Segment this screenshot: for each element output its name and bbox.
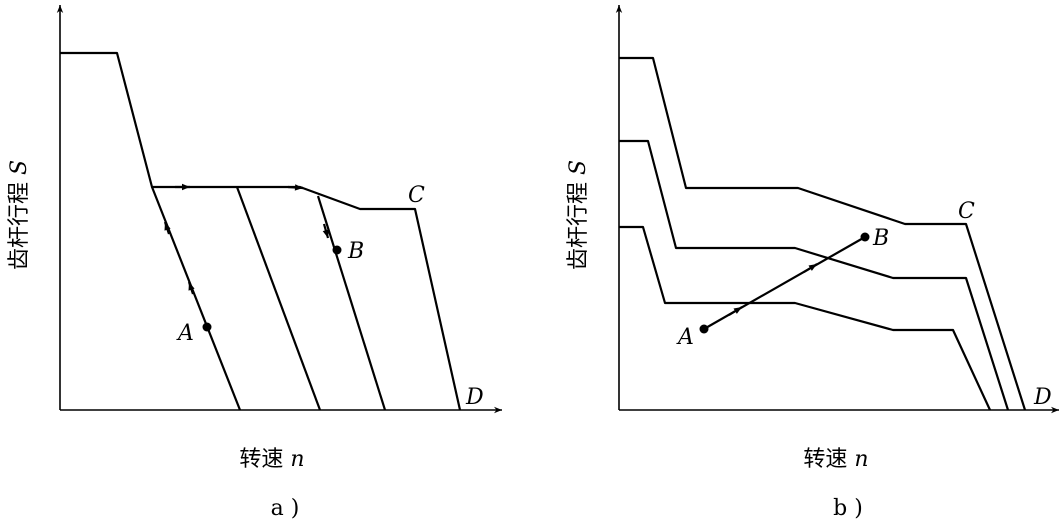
label-text: 转速 — [803, 447, 847, 472]
label-symbol: n — [854, 447, 868, 472]
arrow — [728, 306, 743, 316]
arrow — [322, 223, 330, 239]
point-label: C — [408, 183, 425, 208]
limit-curve — [619, 225, 991, 411]
y-axis-label: 齿杆行程 S — [7, 160, 32, 270]
label-symbol: n — [290, 447, 304, 472]
arrow — [803, 263, 818, 273]
limit-curve — [619, 56, 1027, 411]
limit-curve — [60, 51, 462, 411]
point — [202, 322, 212, 332]
speed-line — [316, 195, 387, 411]
point — [332, 245, 342, 255]
arrow — [187, 281, 195, 295]
panel-a: A B C D 齿杆行程 S 转速 n a ) — [7, 5, 502, 521]
y-axis-label: 齿杆行程 S — [566, 160, 591, 270]
caption: a ) — [271, 496, 300, 521]
label-symbol: S — [566, 160, 591, 175]
caption: b ) — [833, 496, 863, 521]
point-label: B — [872, 226, 889, 251]
point-label: D — [465, 385, 484, 410]
panel-b: A B C D 齿杆行程 S 转速 n b ) — [566, 5, 1059, 521]
label-text: 齿杆行程 — [566, 182, 591, 270]
label-text: 齿杆行程 — [7, 182, 32, 270]
arrow — [163, 221, 171, 235]
speed-line — [150, 186, 242, 411]
x-axis-label: 转速 n — [803, 447, 868, 472]
point-label: C — [958, 199, 975, 224]
label-symbol: S — [7, 160, 32, 175]
point-label: B — [347, 239, 364, 264]
point-label: A — [176, 321, 194, 346]
x-axis-label: 转速 n — [239, 447, 304, 472]
point-label: A — [676, 325, 694, 350]
point-label: D — [1033, 385, 1052, 410]
label-text: 转速 — [239, 447, 283, 472]
limit-curve — [619, 139, 1010, 411]
point — [699, 324, 709, 334]
point — [860, 232, 870, 242]
speed-line — [235, 186, 322, 411]
arrow — [287, 184, 304, 191]
